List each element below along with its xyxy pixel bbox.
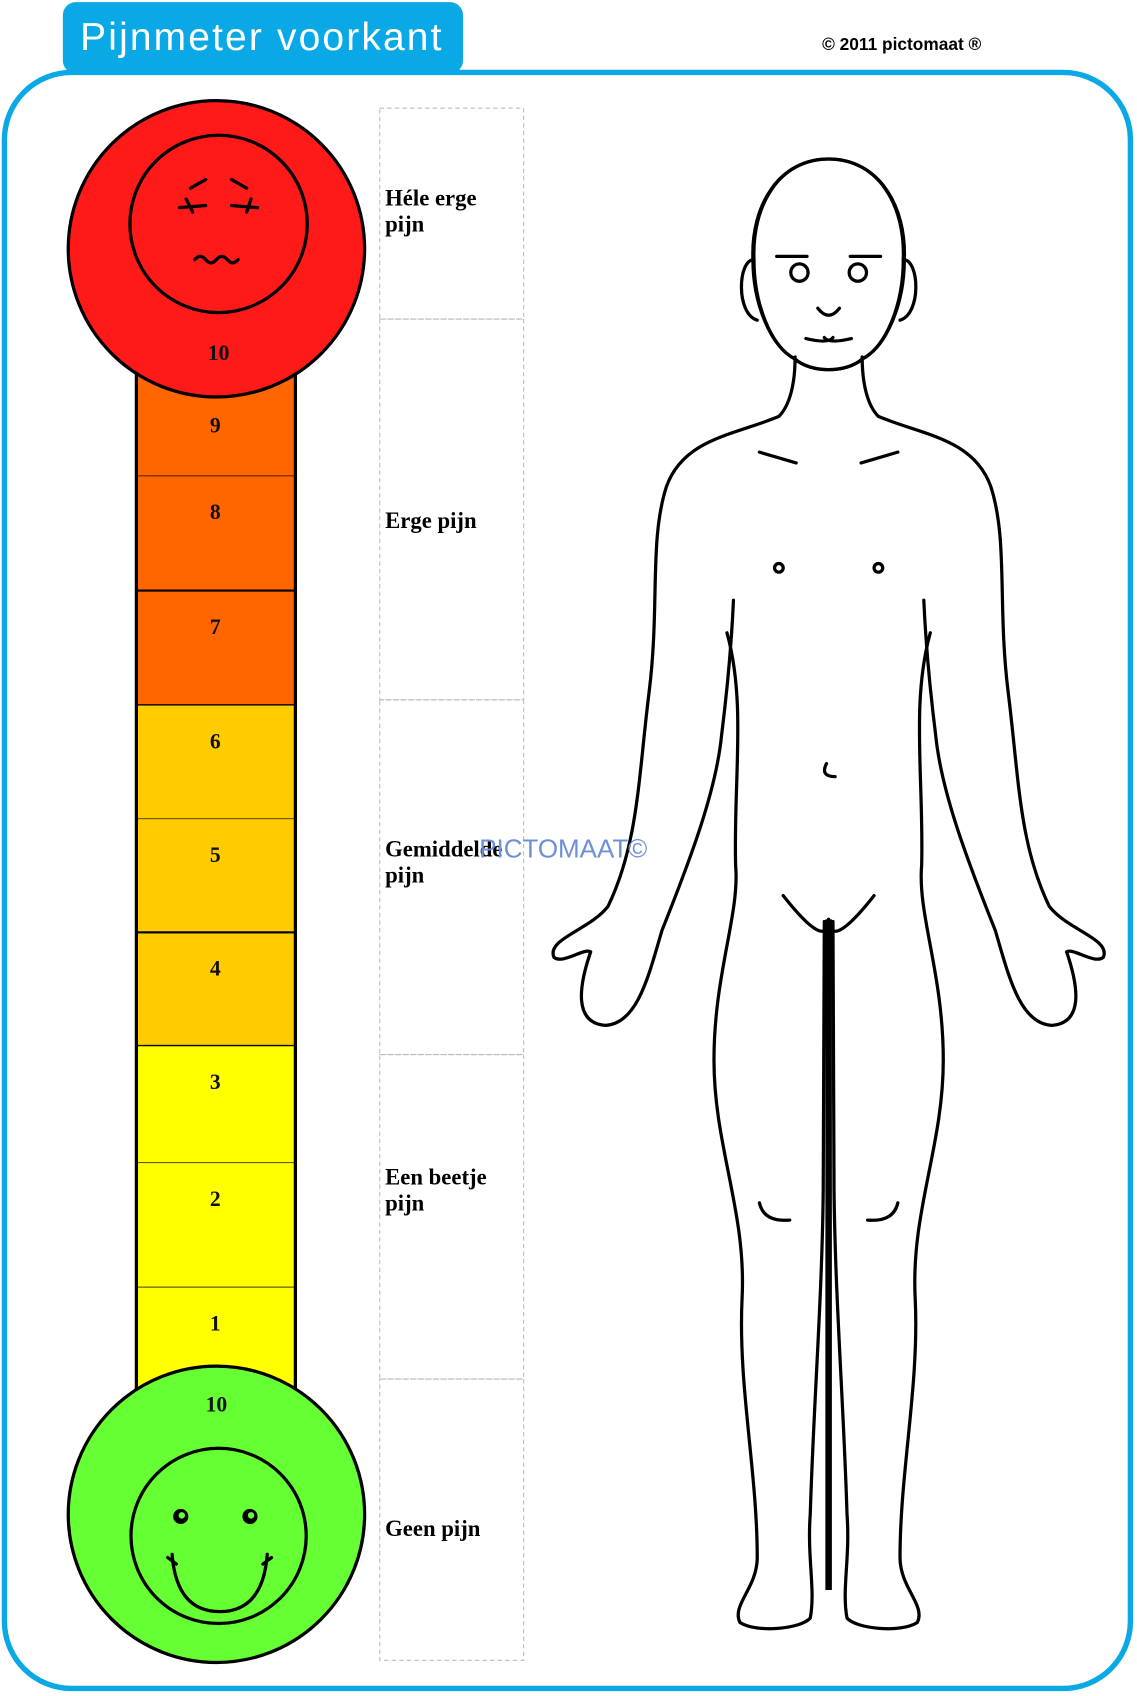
pain-description-line1: Erge pijn bbox=[385, 508, 477, 533]
pain-level-label: 4 bbox=[210, 957, 221, 981]
pain-level-4-segment[interactable]: 4 bbox=[135, 931, 297, 1048]
title-tab: Pijnmeter voorkant bbox=[62, 2, 464, 74]
watermark: PICTOMAAT© bbox=[479, 836, 647, 864]
top-level-label: 10 bbox=[208, 341, 230, 365]
pain-level-8-segment[interactable]: 8 bbox=[136, 475, 296, 591]
pain-scale-bar: 9 8 7 6 5 4 3 2 1 bbox=[134, 366, 298, 1392]
copyright: © 2011 pictomaat ® bbox=[822, 34, 981, 54]
pain-level-7-segment[interactable]: 7 bbox=[135, 589, 297, 707]
pain-level-3-segment[interactable]: 3 bbox=[136, 1045, 296, 1164]
smiling-face-icon bbox=[129, 1446, 308, 1626]
pain-description-line1: Héle erge bbox=[385, 186, 476, 211]
pain-level-label: 1 bbox=[210, 1311, 221, 1335]
pain-level-label: 5 bbox=[210, 843, 221, 867]
pain-level-6-segment[interactable]: 6 bbox=[136, 704, 296, 820]
pain-level-0-circle[interactable]: 10 bbox=[66, 1364, 367, 1665]
frame-border bbox=[1, 69, 1134, 1692]
pain-description-cell: Erge pijn bbox=[379, 318, 525, 701]
pain-level-label: 3 bbox=[210, 1070, 221, 1094]
pain-level-label: 6 bbox=[210, 729, 221, 753]
pain-description-line1: Gemiddelde bbox=[385, 837, 502, 862]
pain-level-label: 8 bbox=[210, 500, 221, 524]
pained-face-icon bbox=[128, 133, 309, 315]
pain-level-2-segment[interactable]: 2 bbox=[136, 1162, 296, 1288]
pain-level-10-circle[interactable]: 10 bbox=[66, 98, 367, 399]
pain-level-5-segment[interactable]: 5 bbox=[136, 818, 296, 933]
pain-description-line1: Geen pijn bbox=[385, 1516, 481, 1541]
pain-description-line1: Een beetje bbox=[385, 1164, 487, 1189]
bottom-level-label: 10 bbox=[206, 1393, 228, 1417]
pain-description-cell: Geen pijn bbox=[379, 1378, 525, 1661]
pain-level-label: 9 bbox=[210, 414, 221, 438]
pain-description-line2: pijn bbox=[385, 863, 424, 888]
pain-description-line2: pijn bbox=[385, 211, 424, 236]
body-front-outline[interactable] bbox=[551, 157, 1106, 1631]
title-tab-bg bbox=[62, 2, 464, 74]
pain-level-label: 7 bbox=[210, 615, 221, 639]
pain-level-label: 2 bbox=[210, 1187, 221, 1211]
pain-description-line2: pijn bbox=[385, 1190, 424, 1215]
page-title: Pijnmeter voorkant bbox=[80, 16, 441, 59]
